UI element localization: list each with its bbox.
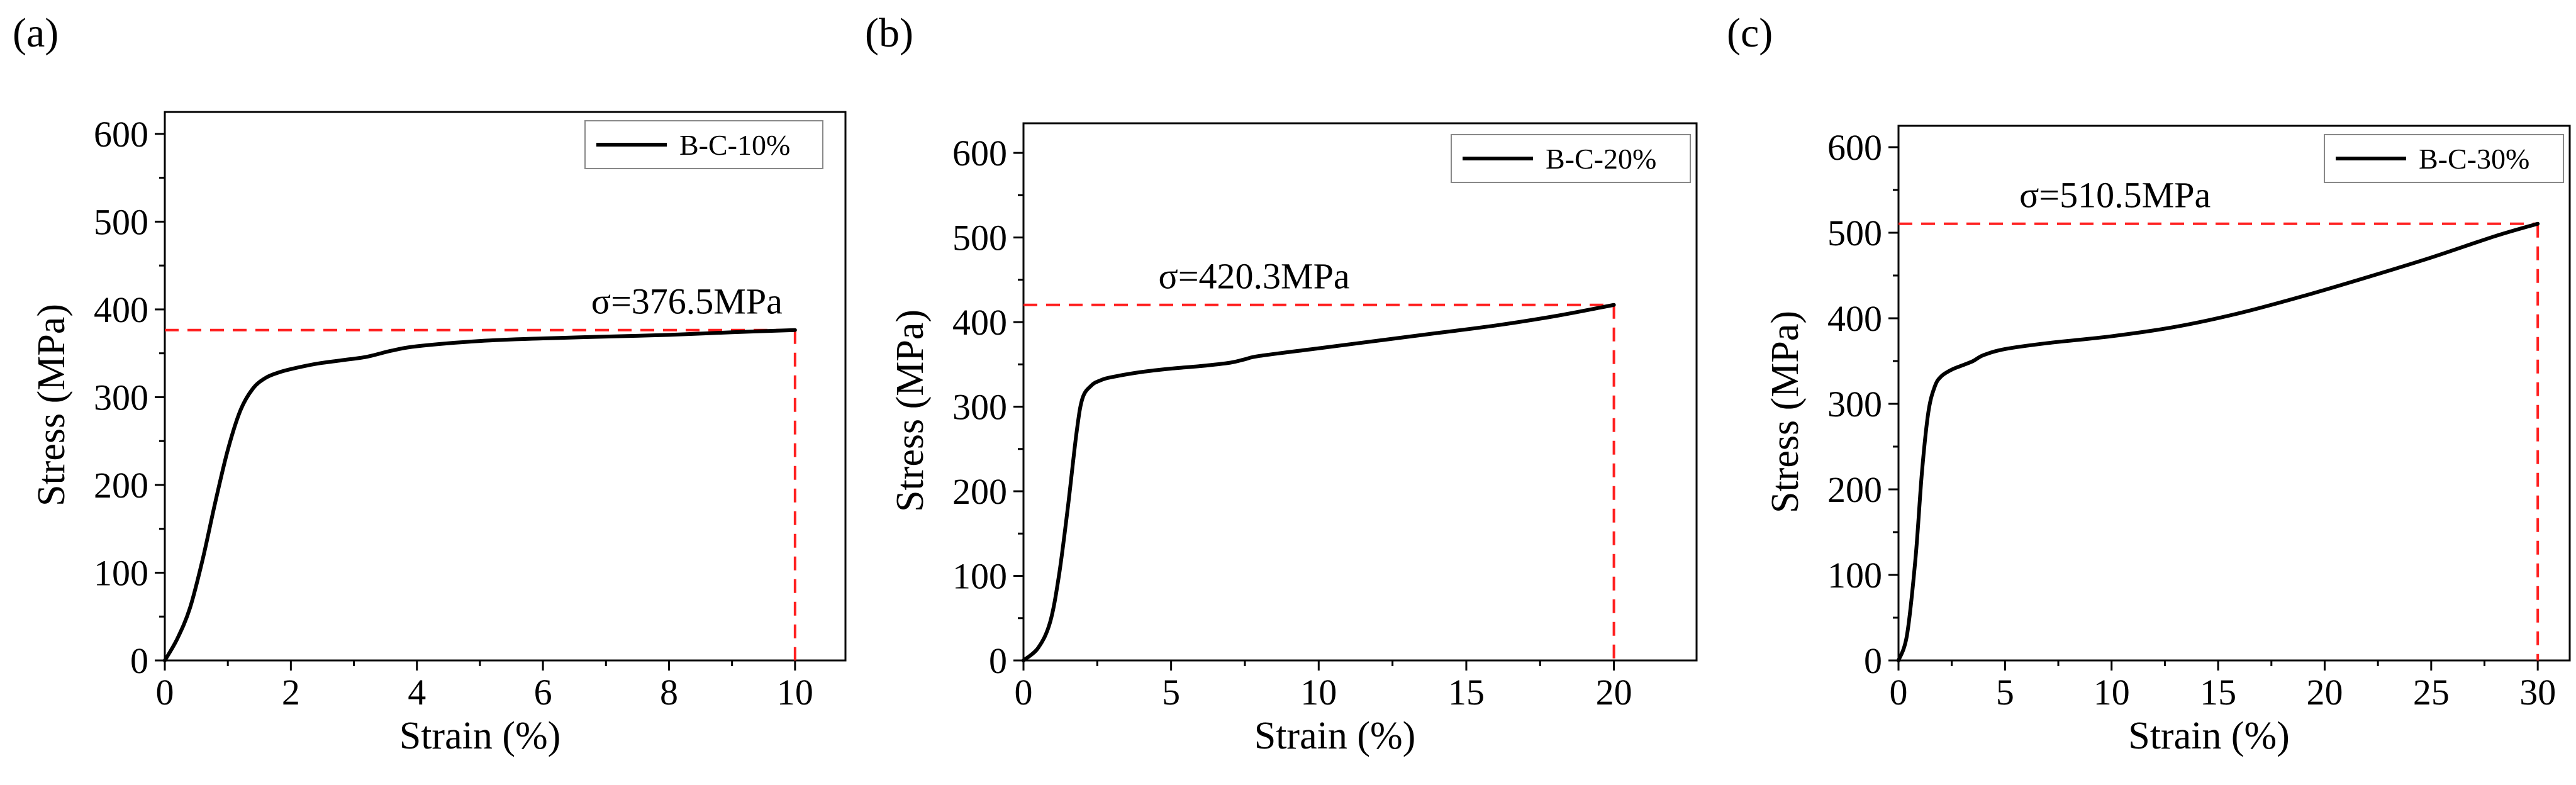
x-tick-label: 15 <box>1448 672 1485 713</box>
y-tick-label: 200 <box>94 465 148 506</box>
y-tick-label: 0 <box>989 640 1007 681</box>
peak-annotation: σ=510.5MPa <box>2019 175 2211 216</box>
y-tick-label: 400 <box>1827 298 1882 339</box>
y-tick-label: 600 <box>1827 127 1882 168</box>
x-tick-label: 10 <box>1300 672 1337 713</box>
plot-frame <box>1897 125 2571 662</box>
legend-label: B-C-20% <box>1546 143 1656 175</box>
y-tick-label: 100 <box>952 556 1007 597</box>
y-tick-label: 0 <box>1864 640 1882 681</box>
legend-label: B-C-30% <box>2419 143 2529 175</box>
panel-label: (c) <box>1727 10 1773 56</box>
x-tick-label: 10 <box>2094 672 2130 713</box>
y-tick-label: 300 <box>952 387 1007 428</box>
panel-label: (a) <box>13 10 59 56</box>
y-tick-label: 200 <box>1827 469 1882 510</box>
peak-annotation: σ=376.5MPa <box>591 281 783 322</box>
x-tick-label: 2 <box>282 672 300 713</box>
y-tick-label: 300 <box>1827 384 1882 425</box>
x-tick-label: 10 <box>777 672 813 713</box>
y-tick-label: 200 <box>952 471 1007 512</box>
x-tick-label: 15 <box>2200 672 2236 713</box>
y-tick-label: 400 <box>94 289 148 330</box>
x-tick-label: 4 <box>408 672 426 713</box>
x-tick-label: 20 <box>1596 672 1632 713</box>
y-tick-label: 500 <box>94 201 148 242</box>
x-tick-label: 0 <box>1890 672 1908 713</box>
x-axis-title: Strain (%) <box>399 715 561 757</box>
y-axis-title: Stress (MPa) <box>1764 311 1807 513</box>
y-tick-label: 600 <box>94 114 148 155</box>
y-tick-label: 0 <box>130 640 148 681</box>
y-axis-title: Stress (MPa) <box>30 304 73 506</box>
x-tick-label: 0 <box>156 672 174 713</box>
panel-label: (b) <box>865 10 913 56</box>
x-axis-title: Strain (%) <box>1254 715 1416 757</box>
plot-frame <box>1022 122 1698 662</box>
y-tick-label: 400 <box>952 302 1007 343</box>
series-line-B-C-20% <box>1022 303 1616 662</box>
series-line-B-C-10% <box>163 328 797 662</box>
x-axis-title: Strain (%) <box>2128 715 2290 757</box>
legend-label: B-C-10% <box>679 129 790 161</box>
x-tick-label: 5 <box>1996 672 2014 713</box>
plot-frame <box>164 111 847 662</box>
y-tick-label: 500 <box>1827 213 1882 253</box>
y-tick-label: 500 <box>952 218 1007 259</box>
peak-annotation: σ=420.3MPa <box>1159 256 1350 297</box>
y-tick-label: 100 <box>1827 555 1882 596</box>
chart-panel-c: (c)0 5 10 15 20 25 300100200300400500600Strain… <box>1727 10 2571 757</box>
x-tick-label: 8 <box>660 672 678 713</box>
y-axis-title: Stress (MPa) <box>889 309 932 512</box>
x-tick-label: 0 <box>1015 672 1033 713</box>
x-tick-label: 6 <box>534 672 552 713</box>
y-tick-label: 600 <box>952 133 1007 174</box>
y-tick-label: 100 <box>94 552 148 593</box>
x-tick-label: 20 <box>2306 672 2343 713</box>
y-tick-label: 300 <box>94 377 148 418</box>
x-tick-label: 5 <box>1162 672 1180 713</box>
series-line-B-C-30% <box>1897 221 2540 662</box>
x-tick-label: 25 <box>2413 672 2450 713</box>
x-tick-label: 30 <box>2519 672 2556 713</box>
